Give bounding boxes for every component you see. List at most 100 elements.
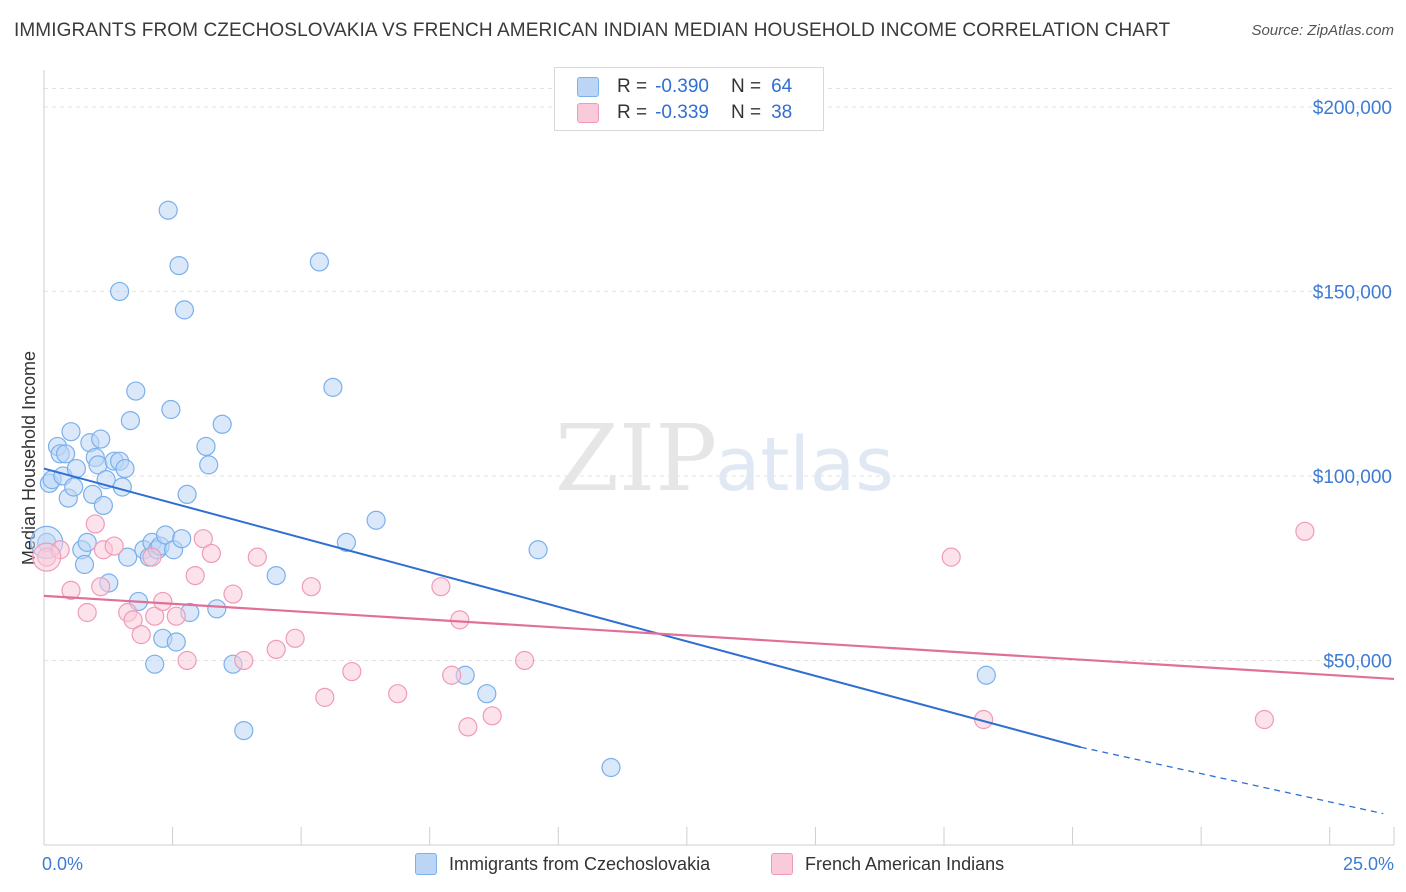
data-point bbox=[131, 625, 151, 645]
data-point bbox=[158, 200, 178, 220]
data-point bbox=[172, 529, 192, 549]
data-point bbox=[120, 410, 140, 431]
y-tick-label: $100,000 bbox=[1313, 467, 1392, 488]
data-point bbox=[309, 252, 329, 272]
legend-swatch-pink bbox=[577, 103, 599, 123]
watermark-zip: ZIP bbox=[555, 405, 717, 512]
y-tick-label: $50,000 bbox=[1323, 651, 1392, 672]
legend-row-series1: R = -0.390 N = 64 bbox=[577, 75, 792, 99]
bottom-legend-series2: French American Indians bbox=[771, 852, 1004, 876]
data-point bbox=[1254, 709, 1275, 730]
data-point bbox=[941, 547, 961, 567]
x-tick-labels: 0.0% 25.0% bbox=[42, 854, 1394, 874]
data-point bbox=[166, 606, 186, 626]
data-point bbox=[91, 429, 111, 449]
data-point bbox=[196, 436, 216, 457]
bottom-legend-swatch-blue bbox=[415, 853, 437, 875]
y-tick-label: $200,000 bbox=[1313, 98, 1392, 119]
data-point bbox=[118, 547, 138, 567]
data-point bbox=[142, 547, 162, 567]
axes bbox=[43, 70, 1395, 846]
data-point bbox=[193, 529, 213, 549]
legend-row-series2: R = -0.339 N = 38 bbox=[577, 101, 792, 125]
data-point bbox=[482, 706, 502, 726]
data-point bbox=[442, 665, 462, 685]
legend-r-value: -0.390 bbox=[655, 76, 709, 97]
legend-n-label: N = bbox=[730, 76, 762, 97]
data-point bbox=[514, 650, 535, 671]
data-point bbox=[266, 639, 286, 660]
data-point bbox=[323, 377, 343, 397]
data-point bbox=[477, 684, 497, 704]
data-point bbox=[301, 577, 321, 597]
correlation-legend: R = -0.390 N = 64 R = -0.339 N = 38 bbox=[554, 67, 824, 131]
data-point bbox=[64, 477, 84, 497]
data-point bbox=[115, 458, 135, 479]
data-point bbox=[285, 628, 305, 648]
watermark-atlas: atlas bbox=[715, 422, 894, 508]
data-point bbox=[234, 650, 254, 671]
data-point bbox=[177, 484, 197, 505]
gridlines bbox=[44, 87, 1394, 661]
data-point bbox=[458, 717, 478, 737]
data-point bbox=[199, 455, 219, 475]
data-point bbox=[77, 602, 97, 623]
data-point bbox=[234, 720, 254, 741]
data-point bbox=[247, 547, 267, 567]
bottom-legend-swatch-pink bbox=[771, 853, 793, 875]
trend-line-czechoslovakia-extension bbox=[1080, 746, 1384, 815]
data-point bbox=[388, 684, 408, 704]
data-point bbox=[32, 542, 62, 572]
y-tick-labels: $50,000 $100,000 $150,000 $200,000 bbox=[1313, 98, 1392, 673]
data-point bbox=[61, 422, 81, 442]
data-point bbox=[976, 665, 996, 685]
y-tick-label: $150,000 bbox=[1313, 282, 1392, 303]
trend-lines bbox=[43, 467, 1395, 815]
data-point bbox=[201, 543, 221, 564]
data-point bbox=[85, 514, 105, 534]
data-point bbox=[93, 495, 114, 516]
legend-r-value: -0.339 bbox=[655, 102, 709, 123]
data-point bbox=[123, 610, 143, 630]
data-point bbox=[91, 577, 111, 597]
data-point bbox=[212, 414, 232, 434]
data-point bbox=[450, 610, 470, 630]
legend-n-label: N = bbox=[730, 102, 762, 123]
data-point bbox=[55, 444, 76, 464]
data-point bbox=[104, 536, 124, 556]
data-point bbox=[74, 554, 95, 575]
data-point bbox=[1295, 521, 1315, 541]
x-tick-label-max: 25.0% bbox=[1343, 854, 1394, 874]
data-point bbox=[174, 300, 194, 320]
watermark: ZIP atlas bbox=[555, 405, 894, 512]
y-axis-title: Median Household Income bbox=[19, 351, 39, 565]
data-point bbox=[145, 654, 165, 674]
data-point bbox=[61, 580, 81, 600]
legend-r-label: R = bbox=[617, 102, 648, 123]
trend-line-czechoslovakia bbox=[43, 467, 1082, 749]
data-point bbox=[207, 599, 227, 619]
data-point bbox=[336, 532, 356, 552]
data-point bbox=[169, 255, 189, 276]
bottom-legend-label-series1: Immigrants from Czechoslovakia bbox=[449, 853, 711, 874]
legend-r-label: R = bbox=[617, 76, 648, 97]
data-point bbox=[185, 565, 205, 586]
data-point bbox=[177, 650, 197, 671]
bottom-legend-label-series2: French American Indians bbox=[805, 853, 1005, 874]
data-point bbox=[315, 687, 335, 707]
data-point bbox=[266, 565, 286, 586]
data-point bbox=[161, 399, 181, 420]
data-point bbox=[126, 381, 146, 401]
legend-swatch-blue bbox=[577, 77, 599, 97]
data-point bbox=[153, 591, 173, 612]
data-point bbox=[366, 510, 386, 530]
data-point bbox=[601, 757, 621, 778]
data-point bbox=[528, 540, 548, 560]
data-point bbox=[342, 661, 362, 682]
series-czechoslovakia-points bbox=[30, 200, 996, 778]
data-point bbox=[145, 606, 165, 626]
data-point bbox=[77, 532, 97, 552]
series-french-american-indian-points bbox=[32, 514, 1315, 737]
legend-n-value: 38 bbox=[771, 102, 793, 123]
